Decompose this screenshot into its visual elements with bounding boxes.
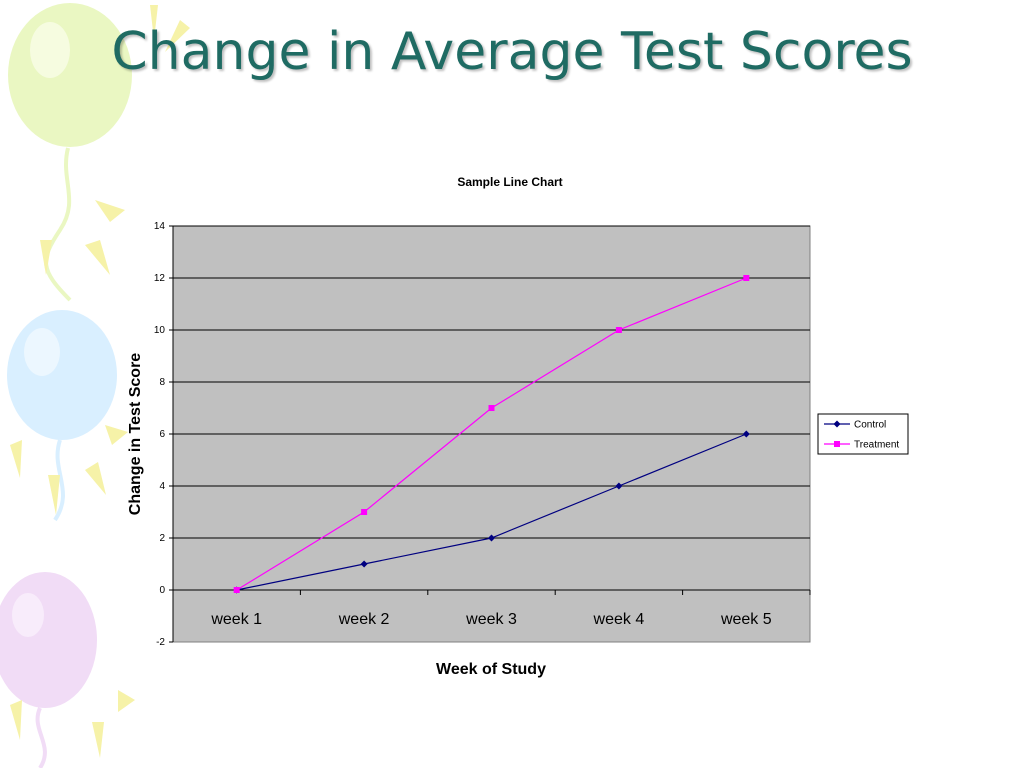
- y-tick-label: 4: [159, 481, 165, 492]
- treatment-data-point: [488, 405, 495, 411]
- y-tick-label: 0: [159, 585, 165, 596]
- x-tick-label: week 1: [210, 611, 262, 628]
- y-tick-label: 8: [159, 377, 165, 388]
- control-data-point: [742, 430, 750, 438]
- control-data-point: [360, 560, 368, 568]
- slide-title: Change in Average Test Scores: [111, 22, 913, 82]
- chart-title: Sample Line Chart: [457, 175, 562, 189]
- treatment-legend-marker: [834, 441, 840, 447]
- blue-balloon-icon: [7, 310, 117, 522]
- purple-balloon-icon: [0, 572, 97, 768]
- gridlines: [173, 225, 810, 539]
- treatment-data-point: [233, 587, 240, 593]
- control-legend-label: Control: [854, 420, 886, 431]
- y-axis-label: Change in Test Score: [127, 353, 144, 516]
- series-layer: [233, 275, 750, 594]
- x-tick-label: week 5: [720, 611, 772, 628]
- sun-rays-decoration: [10, 5, 190, 758]
- treatment-data-point: [743, 275, 750, 281]
- legend-box: [817, 413, 909, 455]
- y-tick-label: 12: [154, 273, 166, 284]
- y-tick-label: -2: [156, 637, 165, 648]
- y-tick-label: 14: [154, 221, 166, 232]
- treatment-legend-label: Treatment: [854, 440, 899, 451]
- green-balloon-icon: [8, 3, 132, 302]
- y-tick-label: 10: [154, 325, 166, 336]
- x-tick-label: week 2: [338, 611, 390, 628]
- y-tick-label: 2: [159, 533, 165, 544]
- treatment-data-point: [361, 509, 368, 515]
- x-axis-label: Week of Study: [436, 661, 546, 678]
- y-tick-label: 6: [159, 429, 165, 440]
- chart-legend: Control Treatment: [817, 413, 909, 455]
- x-axis-ticks: week 1 week 2 week 3 week 4 week 5: [210, 611, 771, 628]
- y-axis-ticks: -2 0 2 4 6 8 10 12 14: [154, 221, 174, 648]
- control-legend-marker: [833, 420, 841, 428]
- treatment-data-point: [615, 327, 622, 333]
- control-data-point: [615, 482, 623, 490]
- control-data-point: [488, 534, 495, 542]
- x-axis: [172, 589, 811, 595]
- x-tick-label: week 4: [593, 611, 645, 628]
- x-tick-label: week 3: [465, 611, 517, 628]
